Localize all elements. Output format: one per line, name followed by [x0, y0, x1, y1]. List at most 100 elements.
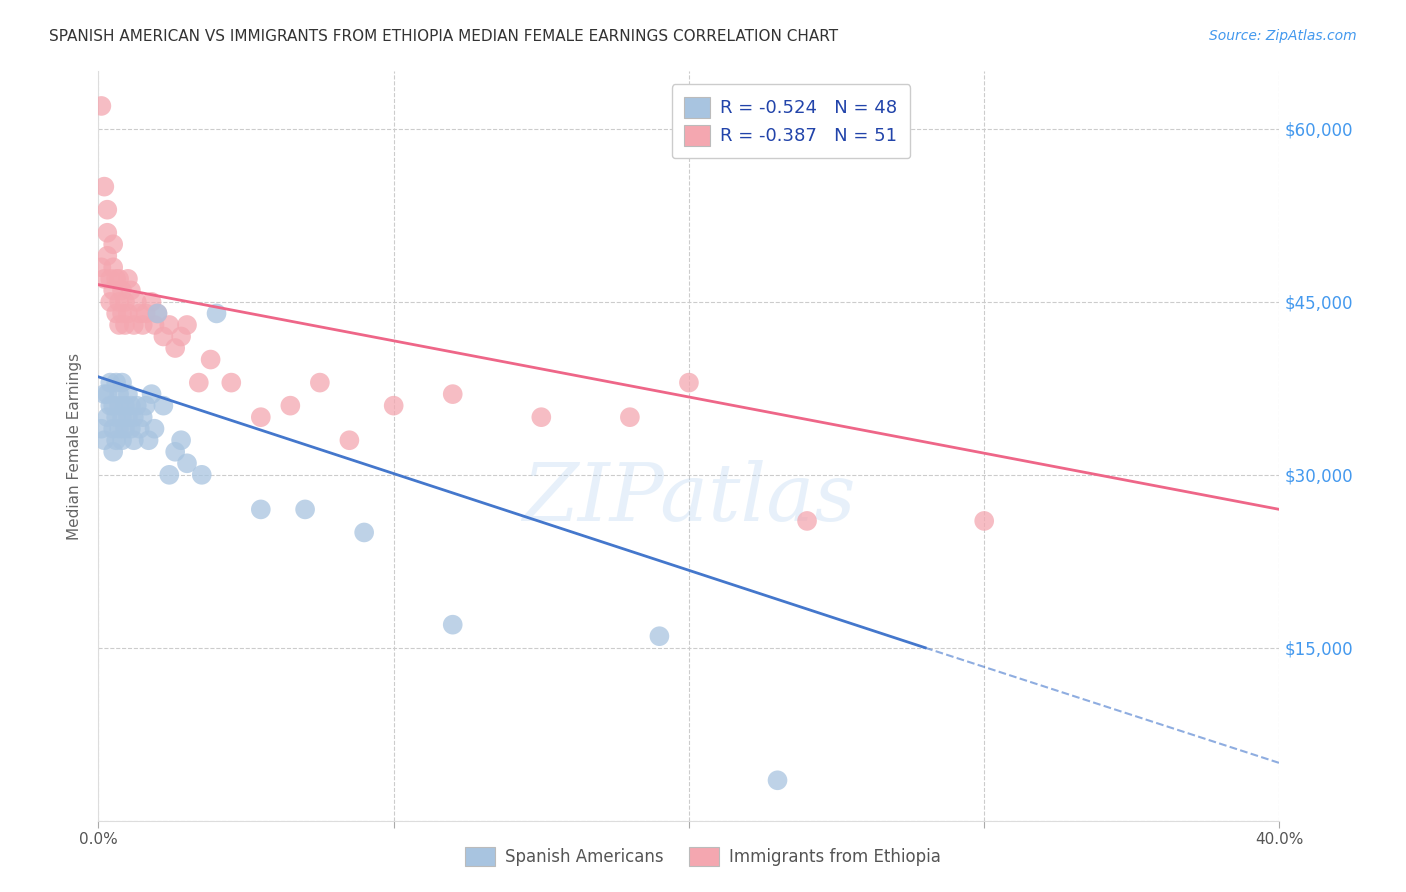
Point — [309, 376, 332, 390]
Point — [114, 422, 136, 436]
Point — [105, 434, 128, 448]
Point — [128, 422, 150, 436]
Point — [117, 272, 139, 286]
Point — [648, 629, 671, 643]
Point — [135, 306, 157, 320]
Point — [191, 467, 214, 482]
Point — [187, 376, 209, 390]
Point — [294, 502, 316, 516]
Point — [146, 306, 169, 320]
Point — [103, 284, 125, 298]
Text: SPANISH AMERICAN VS IMMIGRANTS FROM ETHIOPIA MEDIAN FEMALE EARNINGS CORRELATION : SPANISH AMERICAN VS IMMIGRANTS FROM ETHI… — [49, 29, 838, 45]
Point — [103, 444, 125, 458]
Point — [678, 376, 700, 390]
Point — [98, 376, 121, 390]
Point — [120, 422, 142, 436]
Point — [90, 99, 112, 113]
Point — [122, 434, 145, 448]
Point — [117, 410, 139, 425]
Point — [93, 387, 115, 401]
Point — [205, 306, 228, 320]
Point — [96, 387, 118, 401]
Point — [146, 306, 169, 320]
Point — [120, 399, 142, 413]
Point — [143, 422, 166, 436]
Point — [114, 294, 136, 309]
Point — [96, 410, 118, 425]
Point — [141, 294, 163, 309]
Point — [103, 399, 125, 413]
Point — [339, 434, 361, 448]
Point — [382, 399, 405, 413]
Point — [120, 284, 142, 298]
Point — [353, 525, 375, 540]
Point — [105, 376, 128, 390]
Text: ZIPatlas: ZIPatlas — [522, 459, 856, 537]
Point — [125, 399, 148, 413]
Point — [98, 272, 121, 286]
Point — [766, 773, 789, 788]
Y-axis label: Median Female Earnings: Median Female Earnings — [67, 352, 83, 540]
Point — [93, 272, 115, 286]
Point — [170, 434, 193, 448]
Point — [114, 399, 136, 413]
Text: Source: ZipAtlas.com: Source: ZipAtlas.com — [1209, 29, 1357, 44]
Point — [176, 318, 198, 332]
Point — [108, 318, 131, 332]
Point — [103, 260, 125, 275]
Point — [250, 410, 273, 425]
Point — [250, 502, 273, 516]
Point — [796, 514, 818, 528]
Point — [157, 318, 180, 332]
Point — [441, 387, 464, 401]
Point — [90, 422, 112, 436]
Point — [152, 329, 174, 343]
Point — [117, 306, 139, 320]
Point — [93, 179, 115, 194]
Point — [90, 260, 112, 275]
Point — [105, 410, 128, 425]
Point — [111, 434, 134, 448]
Point — [973, 514, 995, 528]
Legend: Spanish Americans, Immigrants from Ethiopia: Spanish Americans, Immigrants from Ethio… — [458, 840, 948, 873]
Point — [165, 444, 187, 458]
Point — [108, 294, 131, 309]
Point — [170, 329, 193, 343]
Point — [98, 399, 121, 413]
Point — [117, 387, 139, 401]
Point — [125, 294, 148, 309]
Point — [108, 422, 131, 436]
Point — [96, 202, 118, 217]
Point — [619, 410, 641, 425]
Point — [111, 410, 134, 425]
Point — [132, 410, 155, 425]
Point — [105, 306, 128, 320]
Point — [111, 376, 134, 390]
Point — [96, 226, 118, 240]
Point — [132, 318, 155, 332]
Point — [93, 434, 115, 448]
Point — [152, 399, 174, 413]
Point — [122, 318, 145, 332]
Point — [96, 249, 118, 263]
Point — [530, 410, 553, 425]
Point — [114, 318, 136, 332]
Point — [128, 306, 150, 320]
Legend: R = -0.524   N = 48, R = -0.387   N = 51: R = -0.524 N = 48, R = -0.387 N = 51 — [672, 84, 910, 159]
Point — [122, 410, 145, 425]
Point — [105, 272, 128, 286]
Point — [108, 387, 131, 401]
Point — [157, 467, 180, 482]
Point — [108, 272, 131, 286]
Point — [108, 399, 131, 413]
Point — [280, 399, 302, 413]
Point — [111, 306, 134, 320]
Point — [221, 376, 243, 390]
Point — [138, 434, 160, 448]
Point — [441, 617, 464, 632]
Point — [141, 387, 163, 401]
Point — [103, 237, 125, 252]
Point — [98, 294, 121, 309]
Point — [103, 422, 125, 436]
Point — [165, 341, 187, 355]
